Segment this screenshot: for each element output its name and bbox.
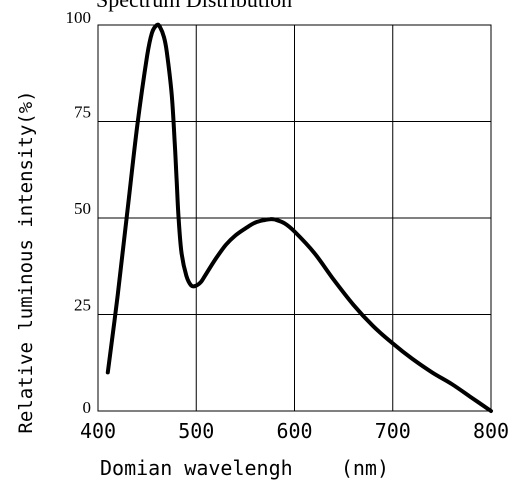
x-tick-label-3: 700 bbox=[375, 419, 411, 443]
x-tick-labels: 400 500 600 700 800 bbox=[80, 419, 509, 443]
plot-frame bbox=[97, 24, 492, 412]
series-group bbox=[105, 22, 493, 413]
series-line-0 bbox=[105, 22, 493, 413]
y-tick-label-0: 0 bbox=[83, 398, 92, 417]
x-tick-label-0: 400 bbox=[80, 419, 116, 443]
y-tick-label-1: 25 bbox=[74, 296, 91, 315]
y-tick-label-4: 100 bbox=[66, 8, 92, 27]
y-tick-label-3: 75 bbox=[74, 103, 91, 122]
chart-title: Spectrum Distribution bbox=[96, 0, 292, 12]
x-tick-label-1: 500 bbox=[178, 419, 214, 443]
x-tick-label-4: 800 bbox=[473, 419, 509, 443]
y-axis-label: Relative luminous intensity(%) bbox=[15, 90, 37, 433]
y-tick-label-2: 50 bbox=[74, 199, 91, 218]
y-tick-labels: 0 25 50 75 100 bbox=[66, 8, 92, 417]
x-axis-label: Domian wavelengh (nm) bbox=[100, 456, 389, 480]
grid bbox=[98, 25, 491, 411]
x-tick-label-2: 600 bbox=[276, 419, 312, 443]
